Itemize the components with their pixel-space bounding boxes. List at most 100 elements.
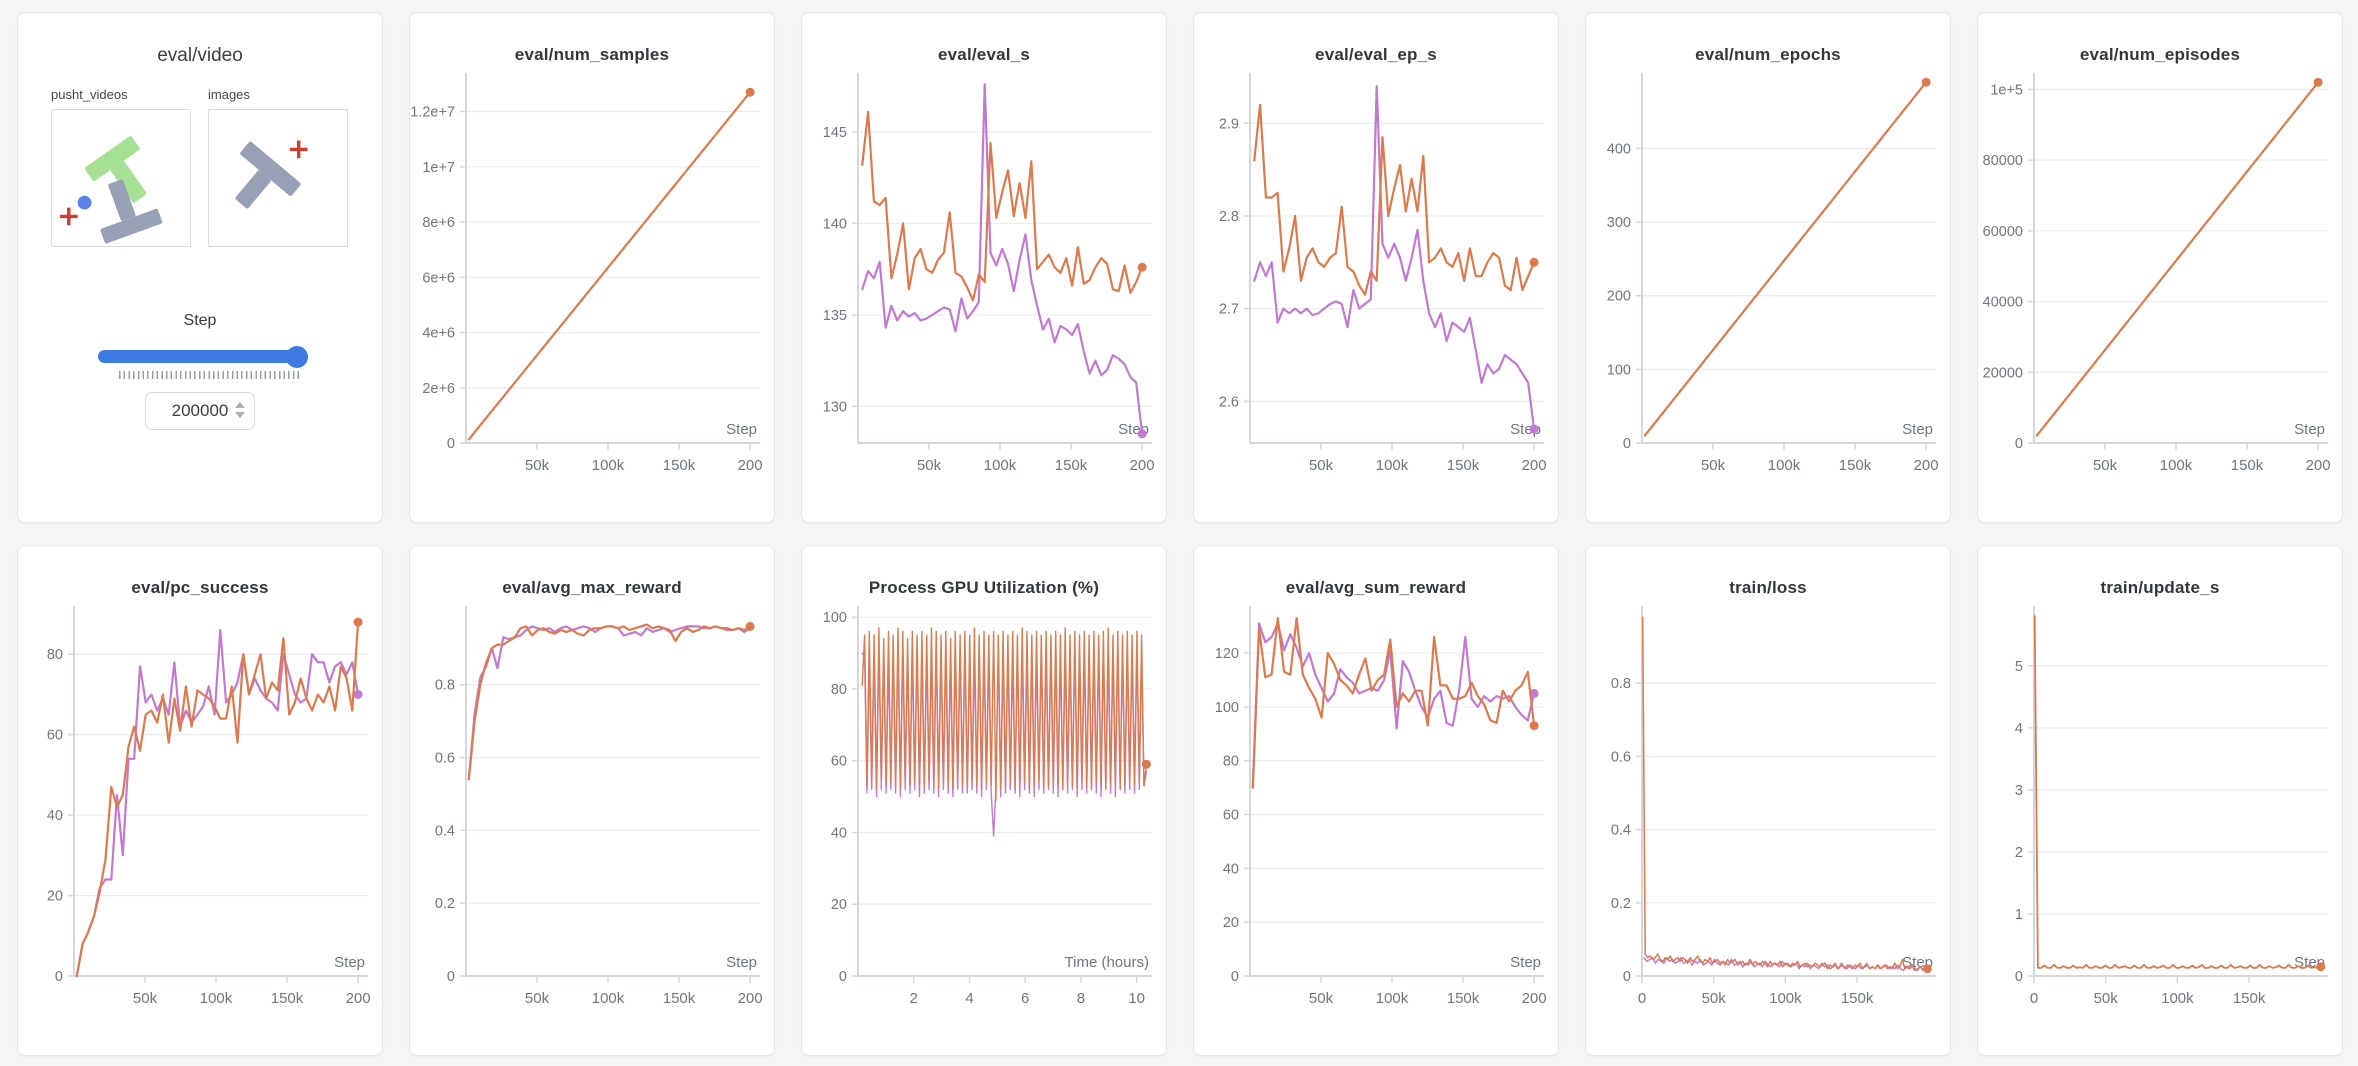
line-chart-avg-sum-reward[interactable]: 0 20 40 60 80 100 120 50k 100k 150k 200 Step [1194,602,1559,1038]
panel-train-loss[interactable]: train/loss 0 0.2 0.4 0.6 0.8 0 50k 100k 150k Step [1585,545,1951,1056]
svg-text:100k: 100k [2161,990,2194,1007]
svg-text:0: 0 [1638,990,1646,1007]
svg-text:2: 2 [910,990,918,1007]
chart-title: eval/num_samples [514,45,670,64]
svg-text:0.2: 0.2 [1611,896,1631,912]
line-chart-num-episodes[interactable]: 0 20000 40000 60000 80000 1e+5 50k 100k 150k 200 S… [1978,69,2343,505]
chart-title: train/update_s [2100,578,2220,597]
svg-text:80000: 80000 [1983,153,2023,169]
panel-eval-eval-s[interactable]: eval/eval_s 130 135 140 145 50k 100k 150k 200 St… [801,12,1167,523]
svg-text:150k: 150k [2233,990,2266,1007]
svg-text:150k: 150k [1447,990,1480,1007]
svg-text:60: 60 [47,728,63,744]
panel-eval-video[interactable]: eval/video pusht_videos [17,12,383,523]
svg-text:0: 0 [1231,969,1239,985]
panel-eval-num-epochs[interactable]: eval/num_epochs 0 100 200 300 400 50k 100k 150k… [1585,12,1951,523]
svg-text:2.9: 2.9 [1219,116,1239,132]
line-chart-pc-success[interactable]: 0 20 40 60 80 50k 100k 150k 200 Step [18,602,383,1038]
svg-text:20: 20 [47,889,63,905]
media-row: pusht_videos [51,87,382,252]
step-up-icon[interactable] [235,402,245,408]
panel-eval-pc-success[interactable]: eval/pc_success 0 20 40 60 80 50k 100k 150k 200 S… [17,545,383,1056]
svg-text:60: 60 [1223,808,1239,824]
chart-title: eval/eval_s [937,45,1030,64]
chart-title: eval/pc_success [131,578,269,597]
svg-text:140: 140 [823,216,847,232]
svg-text:200: 200 [1522,457,1547,474]
svg-text:1e+5: 1e+5 [1990,82,2023,98]
svg-text:20: 20 [831,897,847,913]
svg-text:40: 40 [1223,861,1239,877]
svg-text:200: 200 [1914,457,1939,474]
goal-cross [59,207,78,226]
svg-text:2e+6: 2e+6 [422,381,455,397]
svg-text:20: 20 [1223,915,1239,931]
chart-title: Process GPU Utilization (%) [868,578,1100,597]
svg-text:50k: 50k [525,457,550,474]
panel-gpu-utilization[interactable]: Process GPU Utilization (%) 0 20 40 60 80 100… [801,545,1167,1056]
media-pusht-videos[interactable]: pusht_videos [51,87,191,252]
svg-text:150k: 150k [1841,990,1874,1007]
svg-text:100k: 100k [592,457,625,474]
step-value-input[interactable]: 200000 [145,392,255,430]
svg-text:0.8: 0.8 [435,678,455,694]
svg-text:40000: 40000 [1983,295,2023,311]
line-chart-num-samples[interactable]: 0 2e+6 4e+6 6e+6 8e+6 1e+7 1.2e+7 50k 100k 150k 20… [410,69,775,505]
svg-text:100: 100 [1215,700,1239,716]
panel-eval-num-episodes[interactable]: eval/num_episodes 0 20000 40000 60000 80000 1… [1977,12,2343,523]
line-chart-avg-max-reward[interactable]: 0 0.2 0.4 0.6 0.8 50k 100k 150k 200 Step [410,602,775,1038]
panel-train-update-s[interactable]: train/update_s 0 1 2 3 4 5 0 50k 100k 150k Step [1977,545,2343,1056]
chart-title: eval/num_epochs [1695,45,1841,64]
svg-text:50k: 50k [525,990,550,1007]
svg-text:200: 200 [1607,289,1631,305]
step-slider[interactable] [98,346,308,368]
green-t-block [84,136,147,203]
line-chart-num-epochs[interactable]: 0 100 200 300 400 50k 100k 150k 200 Step [1586,69,1951,505]
svg-text:50k: 50k [1701,457,1726,474]
svg-text:100: 100 [823,610,847,626]
svg-text:0: 0 [1623,436,1631,452]
svg-text:100: 100 [1607,362,1631,378]
chart-title: eval/eval_ep_s [1315,45,1437,64]
panel-eval-eval-ep-s[interactable]: eval/eval_ep_s 2.6 2.7 2.8 2.9 50k 100k 150k 20… [1193,12,1559,523]
svg-text:1.2e+7: 1.2e+7 [410,105,455,121]
svg-text:100k: 100k [1376,990,1409,1007]
step-slider-handle[interactable] [286,346,308,368]
chart-title: train/loss [1729,578,1807,597]
svg-text:40: 40 [47,808,63,824]
images-thumbnail[interactable] [208,109,348,247]
svg-text:200: 200 [2306,457,2331,474]
panel-eval-avg-max-reward[interactable]: eval/avg_max_reward 0 0.2 0.4 0.6 0.8 50k 100k… [409,545,775,1056]
svg-text:100k: 100k [1768,457,1801,474]
svg-text:0: 0 [839,969,847,985]
step-down-icon[interactable] [235,412,245,418]
svg-text:50k: 50k [1309,457,1334,474]
panel-title: eval/video [157,45,243,66]
media-label: pusht_videos [51,87,128,102]
svg-text:0.6: 0.6 [1611,749,1631,765]
svg-text:50k: 50k [2093,457,2118,474]
panel-eval-avg-sum-reward[interactable]: eval/avg_sum_reward 0 20 40 60 80 100 120 50k 10… [1193,545,1559,1056]
svg-text:200: 200 [1130,457,1155,474]
line-chart-gpu-utilization[interactable]: 0 20 40 60 80 100 2 4 6 8 10 Time (hours) [802,602,1167,1038]
step-slider-track[interactable] [98,350,302,363]
svg-text:200: 200 [738,457,763,474]
svg-text:0: 0 [2015,436,2023,452]
panel-eval-num-samples[interactable]: eval/num_samples 0 2e+6 4e+6 6e+6 8e+6 1e+7 1.… [409,12,775,523]
stepper-arrows[interactable] [235,402,245,418]
svg-text:0.8: 0.8 [1611,676,1631,692]
step-slider-ticks [119,371,299,379]
svg-text:2: 2 [2015,845,2023,861]
svg-text:150k: 150k [1839,457,1872,474]
svg-text:0: 0 [447,969,455,985]
svg-text:Time (hours): Time (hours) [1065,954,1149,971]
svg-text:400: 400 [1607,141,1631,157]
media-images[interactable]: images [208,87,348,252]
pusht-video-thumbnail[interactable] [51,109,191,247]
agent-dot [77,195,92,210]
